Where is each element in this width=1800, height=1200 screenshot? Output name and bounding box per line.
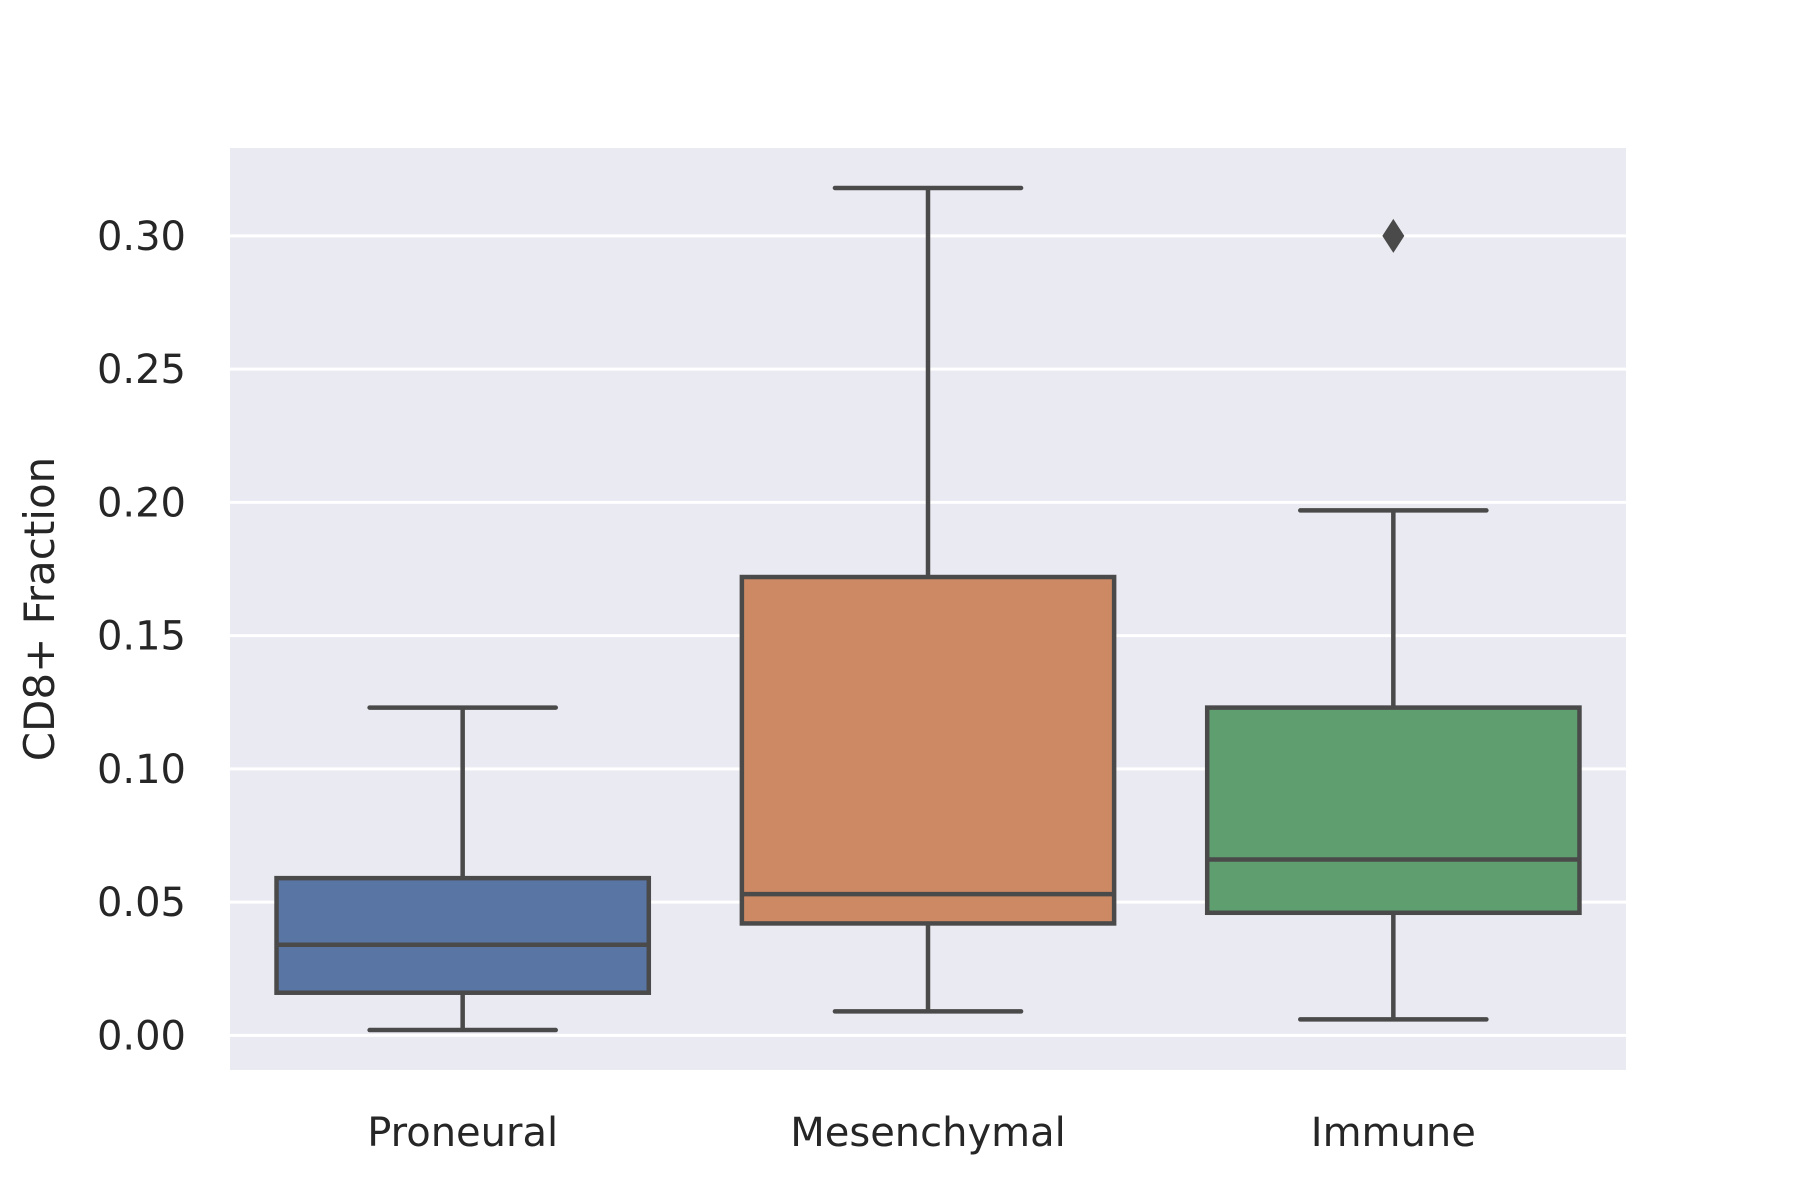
boxes-group [274, 185, 1582, 1033]
y-tick-label: 0.20 [97, 480, 186, 526]
box-iqr [274, 875, 652, 995]
box-iqr [739, 574, 1117, 926]
x-tick-labels: Proneural Mesenchymal Immune [367, 1110, 1476, 1156]
y-tick-label: 0.15 [97, 614, 186, 660]
box-proneural [274, 705, 652, 1033]
y-tick-label: 0.00 [97, 1013, 186, 1059]
y-axis-label: CD8+ Fraction [15, 457, 64, 762]
box-iqr [1204, 705, 1582, 916]
y-tick-labels: 0.00 0.05 0.10 0.15 0.20 0.25 0.30 [97, 214, 186, 1059]
x-tick-label: Immune [1311, 1110, 1476, 1156]
outlier-point [1382, 218, 1405, 253]
y-tick-label: 0.10 [97, 747, 186, 793]
x-tick-label: Mesenchymal [790, 1110, 1066, 1156]
box-immune [1204, 218, 1582, 1022]
box-mesenchymal [739, 185, 1117, 1014]
y-tick-label: 0.30 [97, 214, 186, 260]
y-tick-label: 0.25 [97, 347, 186, 393]
y-tick-label: 0.05 [97, 880, 186, 926]
x-tick-label: Proneural [367, 1110, 558, 1156]
